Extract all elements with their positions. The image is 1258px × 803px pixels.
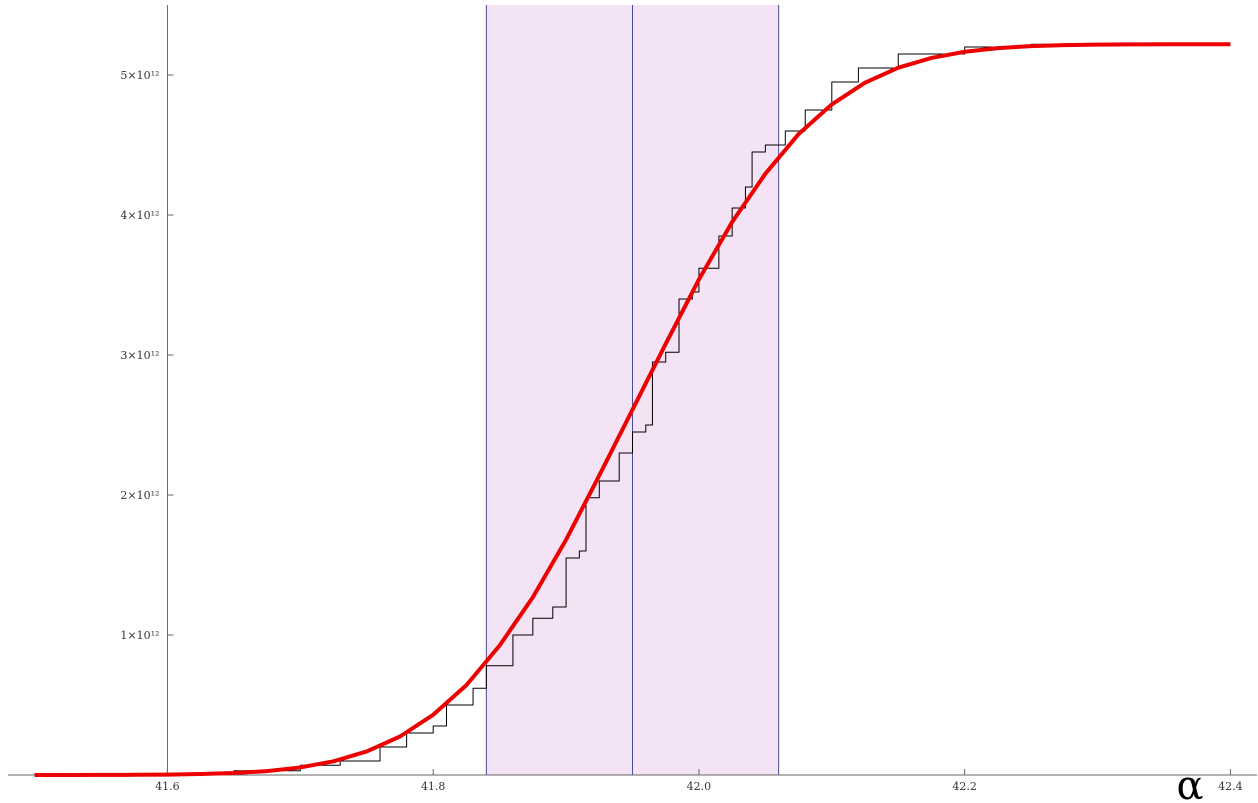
x-axis-label: α [1176,763,1203,803]
x-tick-label: 41.6 [155,780,180,793]
x-tick-label: 42.4 [1218,780,1243,793]
fit-curve [34,42,1231,777]
y-tick-label: 5×10¹² [120,69,159,82]
x-tick-label: 42.2 [952,780,977,793]
x-tick-label: 41.8 [421,780,446,793]
step-line [34,43,1231,776]
y-tick-label: 3×10¹² [120,349,159,362]
x-tick-label: 42.0 [687,780,712,793]
y-tick-label: 2×10¹² [120,489,159,502]
y-tick-label: 4×10¹² [120,209,159,222]
y-tick-label: 1×10¹² [120,629,159,642]
